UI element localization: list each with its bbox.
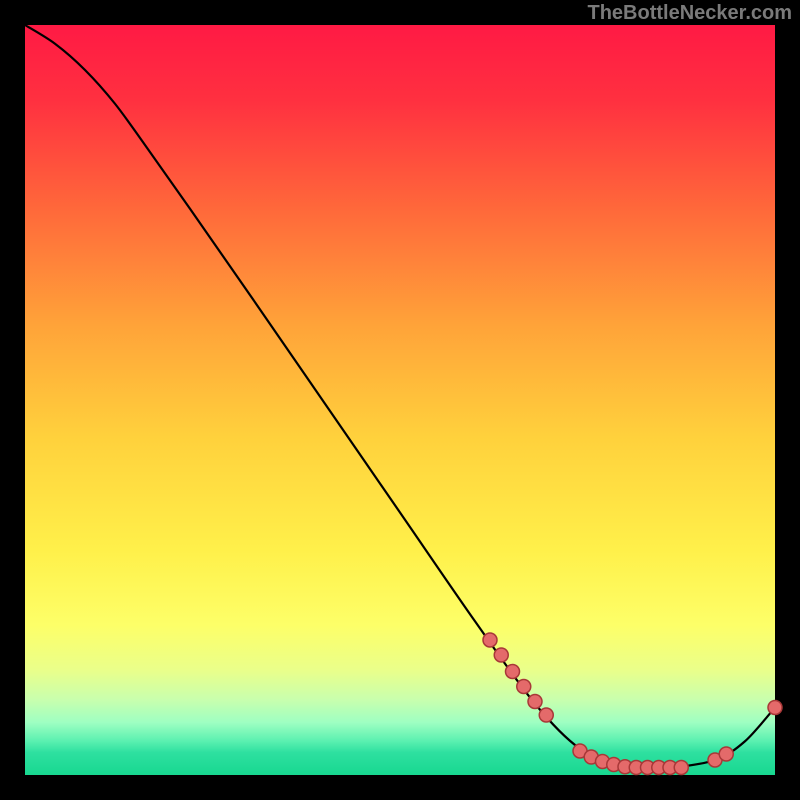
data-marker: [528, 695, 542, 709]
data-marker: [506, 665, 520, 679]
data-marker: [768, 701, 782, 715]
data-marker: [674, 761, 688, 775]
watermark-text: TheBottleNecker.com: [587, 2, 792, 25]
data-marker: [517, 680, 531, 694]
bottleneck-chart: [0, 0, 800, 800]
plot-background: [25, 25, 775, 775]
data-marker: [719, 747, 733, 761]
data-marker: [483, 633, 497, 647]
data-marker: [539, 708, 553, 722]
data-marker: [494, 648, 508, 662]
